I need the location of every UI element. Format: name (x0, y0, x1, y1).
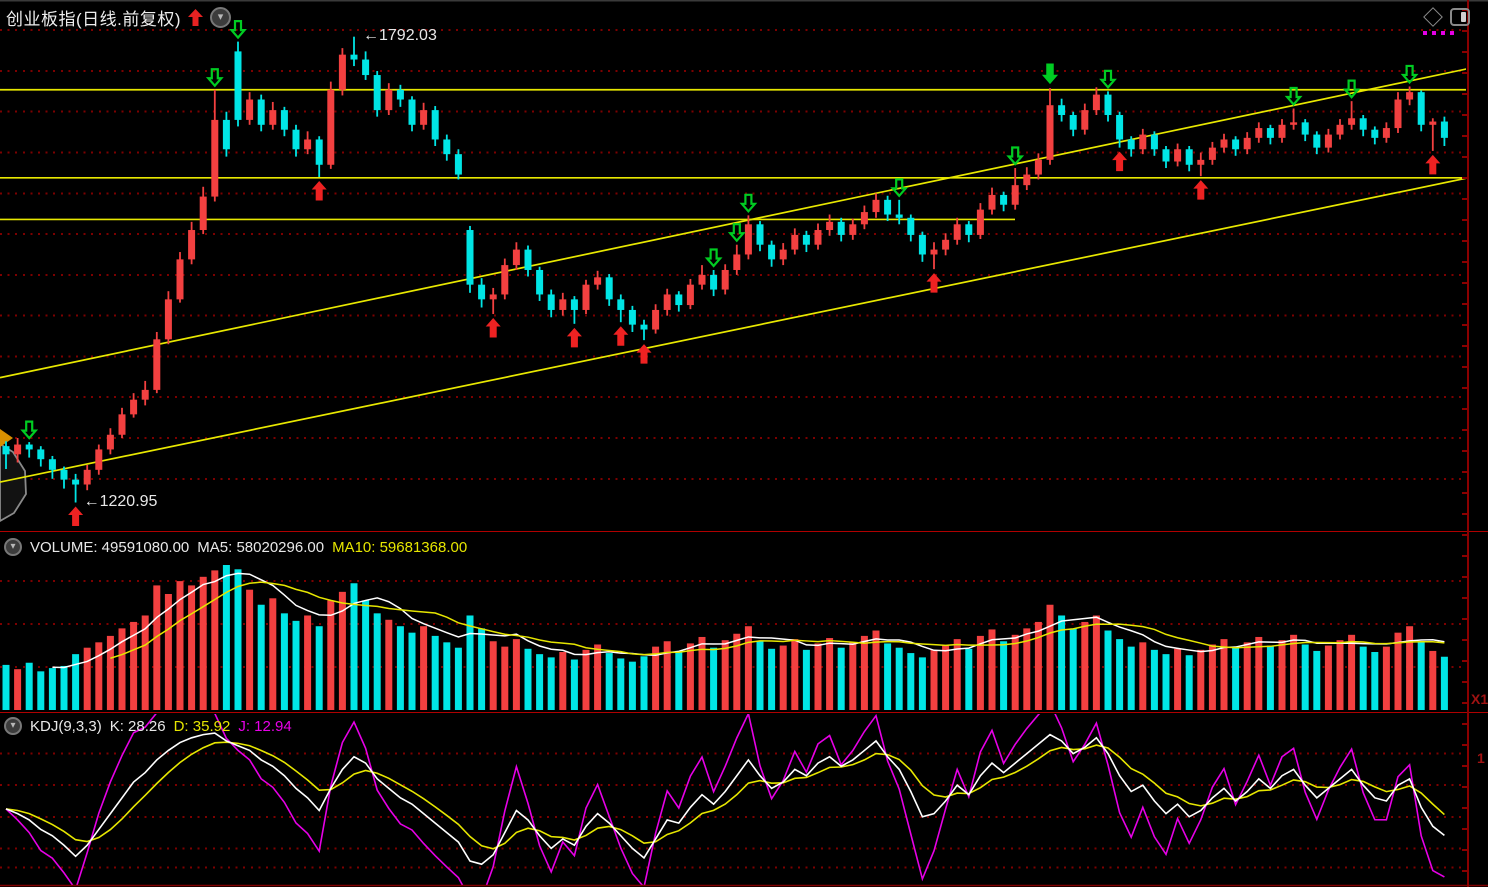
collapse-kdj-button[interactable]: ▾ (4, 717, 22, 735)
volume-axis-multiplier: X1 (1471, 691, 1488, 707)
kdj-header: ▾ KDJ(9,3,3) K: 28.26 D: 35.92 J: 12.94 (4, 716, 292, 736)
trendlines (0, 68, 1466, 483)
kdj-k-label: K: 28.26 (109, 717, 166, 735)
left-watermark (0, 429, 27, 523)
volume-label: VOLUME: 49591080.00 (30, 538, 190, 556)
collapse-main-button[interactable]: ▾ (210, 6, 232, 28)
price-up-icon (188, 8, 204, 26)
collapse-volume-button[interactable]: ▾ (4, 538, 22, 556)
kdj-label: KDJ(9,3,3) (30, 717, 102, 735)
kdj-j-label: J: 12.94 (238, 717, 292, 735)
ma10-label: MA10: 59681368.00 (332, 538, 468, 556)
candlesticks (2, 36, 1448, 503)
high-annotation: ←1792.03 (363, 26, 437, 44)
gridlines (0, 29, 1466, 869)
diamond-icon[interactable] (1423, 7, 1443, 27)
instrument-title: 创业板指(日线.前复权) (6, 9, 182, 29)
topright-toolbar (1423, 7, 1470, 27)
indicator-dots (1423, 31, 1454, 35)
volume-bars (2, 565, 1448, 710)
ma5-label: MA5: 58020296.00 (197, 538, 325, 556)
kdj-axis-label: 1 (1477, 750, 1485, 766)
kdj-d-label: D: 35.92 (173, 717, 231, 735)
volume-header: ▾ VOLUME: 49591080.00 MA5: 58020296.00 M… (4, 537, 467, 557)
low-annotation: ←1220.95 (83, 493, 158, 511)
panel-toggle-icon[interactable] (1450, 8, 1470, 26)
signal-arrows (20, 19, 1441, 526)
title-bar: 创业板指(日线.前复权) ▾ (6, 5, 232, 29)
kdj-lines (5, 714, 1445, 885)
